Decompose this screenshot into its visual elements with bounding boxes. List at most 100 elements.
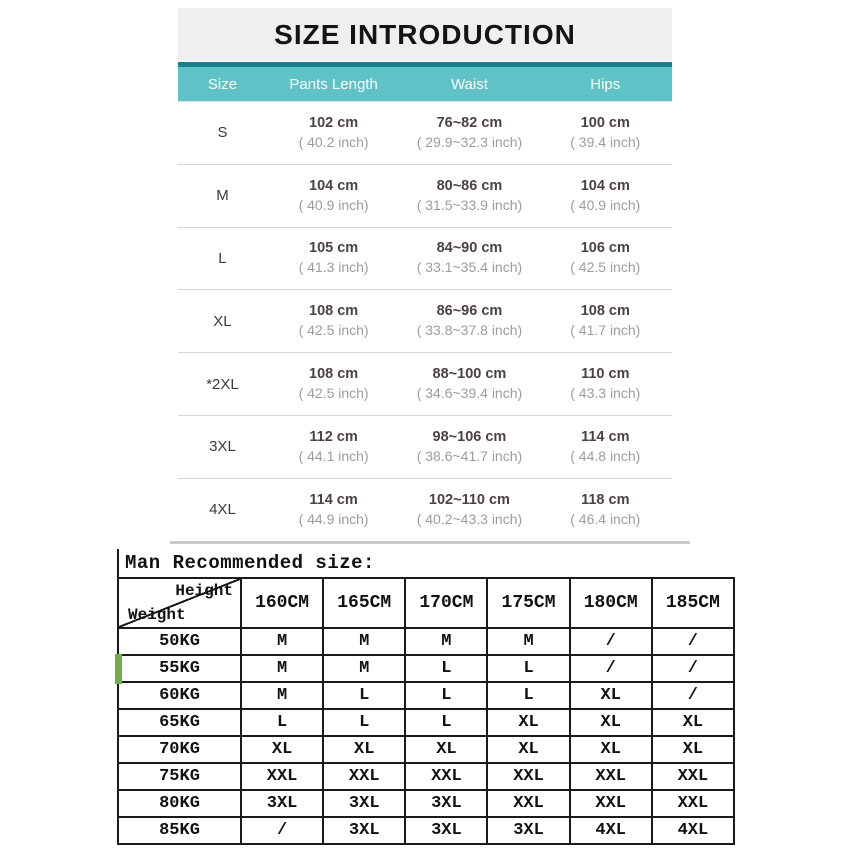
hips-cell: 100 cm ( 39.4 inch) (539, 114, 672, 152)
size-cell: M (239, 681, 325, 710)
hips-cm: 106 cm (580, 240, 630, 257)
size-cell: XL (486, 708, 571, 737)
height-header: 160CM (239, 577, 325, 629)
weight-row-75kg: 75KG XXL XXL XXL XXL XXL XXL (117, 762, 736, 791)
hips-cell: 118 cm ( 46.4 inch) (539, 491, 672, 529)
size-cell: XXL (322, 762, 407, 791)
size-cell: 4XL (650, 816, 736, 845)
hips-inch: ( 39.4 inch) (570, 133, 641, 150)
size-cell: L (486, 654, 571, 683)
size-cell: XL (239, 735, 325, 764)
size-cell: XL (650, 735, 736, 764)
pants-cm: 108 cm (309, 366, 359, 383)
waist-cell: 80~86 cm ( 31.5~33.9 inch) (400, 177, 538, 215)
size-cell: / (239, 816, 325, 845)
size-cell: L (486, 681, 571, 710)
waist-inch: ( 33.8~37.8 inch) (416, 322, 523, 339)
size-cell: / (568, 627, 653, 656)
waist-cell: 84~90 cm ( 33.1~35.4 inch) (400, 239, 538, 277)
hips-inch: ( 41.7 inch) (570, 322, 641, 339)
waist-inch: ( 40.2~43.3 inch) (416, 510, 523, 527)
size-cell: XXL (486, 789, 571, 818)
hips-cell: 114 cm ( 44.8 inch) (539, 428, 672, 466)
waist-cell: 86~96 cm ( 33.8~37.8 inch) (400, 302, 538, 340)
size-table-header: Size Pants Length Waist Hips (178, 67, 672, 101)
size-cell: M (322, 627, 407, 656)
pants-cell: 114 cm ( 44.9 inch) (267, 491, 400, 529)
hips-cell: 104 cm ( 40.9 inch) (539, 177, 672, 215)
recommended-size-section: Man Recommended size: Height Weight 160C… (115, 549, 736, 845)
title-bar: SIZE INTRODUCTION (178, 8, 672, 61)
size-cell: / (650, 681, 736, 710)
pants-cm: 114 cm (309, 491, 358, 508)
waist-cm: 80~86 cm (436, 177, 503, 194)
pants-inch: ( 40.2 inch) (298, 133, 369, 150)
waist-inch: ( 29.9~32.3 inch) (416, 133, 523, 150)
size-label: XL (213, 312, 232, 330)
weight-label: 80KG (117, 789, 242, 818)
size-cell: XL (486, 735, 571, 764)
pants-cm: 104 cm (309, 177, 359, 194)
height-header: 165CM (322, 577, 407, 629)
hips-inch: ( 44.8 inch) (570, 447, 641, 464)
size-cell: XXL (404, 762, 489, 791)
waist-cell: 98~106 cm ( 38.6~41.7 inch) (400, 428, 538, 466)
size-cell: 3XL (322, 789, 407, 818)
size-cell: XL (404, 735, 489, 764)
weight-row-65kg: 65KG L L L XL XL XL (117, 708, 736, 737)
section-divider (170, 541, 690, 544)
size-cell: XXL (239, 762, 325, 791)
size-row-l: L 105 cm ( 41.3 inch) 84~90 cm ( 33.1~35… (178, 228, 672, 291)
pants-inch: ( 44.9 inch) (298, 510, 369, 527)
pants-inch: ( 41.3 inch) (298, 259, 369, 276)
weight-row-85kg: 85KG / 3XL 3XL 3XL 4XL 4XL (117, 816, 736, 845)
hips-cm: 110 cm (581, 366, 630, 383)
pants-cell: 102 cm ( 40.2 inch) (267, 114, 400, 152)
size-label: M (216, 187, 229, 205)
size-label: L (218, 249, 227, 267)
size-cell: M (404, 627, 489, 656)
pants-inch: ( 40.9 inch) (298, 196, 369, 213)
col-header-pants: Pants Length (289, 75, 378, 93)
size-row-3xl: 3XL 112 cm ( 44.1 inch) 98~106 cm ( 38.6… (178, 416, 672, 479)
size-cell: / (650, 627, 736, 656)
size-label: S (217, 124, 228, 142)
pants-inch: ( 42.5 inch) (298, 385, 369, 402)
waist-cm: 98~106 cm (432, 428, 507, 445)
col-header-hips: Hips (590, 75, 621, 93)
pants-cm: 105 cm (309, 240, 359, 257)
size-cell: L (322, 681, 407, 710)
weight-row-55kg: 55KG M M L L / / (117, 654, 736, 683)
hips-cm: 104 cm (580, 177, 630, 194)
size-cell: L (404, 654, 489, 683)
height-header: 175CM (486, 577, 571, 629)
size-cell: 3XL (404, 789, 489, 818)
size-cell: L (322, 708, 407, 737)
size-cell: M (239, 627, 325, 656)
size-cell: 4XL (568, 816, 653, 845)
waist-cell: 102~110 cm ( 40.2~43.3 inch) (400, 491, 538, 529)
weight-label: 50KG (117, 627, 242, 656)
weight-label: 70KG (117, 735, 242, 764)
size-cell: / (650, 654, 736, 683)
page-title: SIZE INTRODUCTION (274, 18, 576, 50)
size-cell: M (239, 654, 325, 683)
green-row-marker (115, 654, 122, 684)
size-table-top-strip (178, 62, 672, 67)
weight-label: 60KG (117, 681, 242, 710)
weight-label: 55KG (117, 654, 242, 683)
pants-cell: 104 cm ( 40.9 inch) (267, 177, 400, 215)
waist-inch: ( 31.5~33.9 inch) (416, 196, 523, 213)
height-header: 180CM (568, 577, 653, 629)
size-cell: M (486, 627, 571, 656)
pants-cell: 108 cm ( 42.5 inch) (267, 302, 400, 340)
waist-inch: ( 34.6~39.4 inch) (416, 385, 523, 402)
height-header: 185CM (650, 577, 736, 629)
weight-row-50kg: 50KG M M M M / / (117, 627, 736, 656)
size-cell: 3XL (404, 816, 489, 845)
hips-cm: 114 cm (581, 428, 630, 445)
hips-inch: ( 46.4 inch) (570, 510, 641, 527)
waist-inch: ( 33.1~35.4 inch) (416, 259, 523, 276)
hips-cell: 110 cm ( 43.3 inch) (539, 365, 672, 403)
hips-cm: 108 cm (580, 303, 630, 320)
